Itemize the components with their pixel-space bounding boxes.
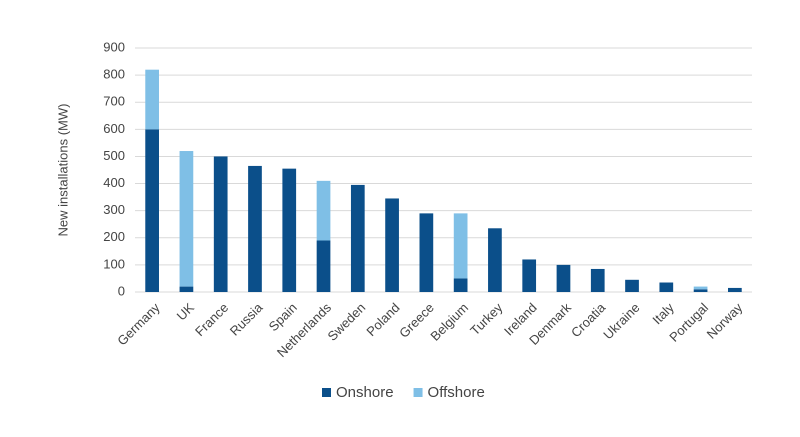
y-tick-label: 400 xyxy=(103,175,125,190)
bar-segment xyxy=(145,69,159,130)
bar-segment xyxy=(316,240,331,292)
bar-segment xyxy=(179,286,194,292)
bar-segment xyxy=(282,168,297,292)
legend-swatch xyxy=(413,388,423,397)
y-tick-label: 800 xyxy=(103,67,125,82)
bar-segment xyxy=(728,287,742,292)
bar-segment xyxy=(179,151,194,287)
legend-label: Onshore xyxy=(336,384,394,401)
bar-segment xyxy=(145,129,159,292)
bar-segment xyxy=(693,286,708,290)
bar-segment xyxy=(316,180,331,241)
x-tick-label: Poland xyxy=(363,300,402,339)
x-tick-label: Sweden xyxy=(325,300,369,344)
x-tick-label: Belgium xyxy=(427,300,471,344)
bar-segment xyxy=(248,165,262,292)
x-tick-label: Norway xyxy=(704,300,746,342)
x-tick-label: UK xyxy=(174,300,198,324)
bar-segment xyxy=(419,213,434,292)
legend-swatch xyxy=(322,388,331,397)
bar-segment xyxy=(625,279,639,292)
bar-segment xyxy=(453,213,468,279)
x-tick-label: Portugal xyxy=(666,300,711,345)
x-tick-label: Turkey xyxy=(467,300,506,339)
bar-segment xyxy=(385,198,399,292)
bar-segment xyxy=(522,259,537,292)
x-tick-label: Italy xyxy=(649,300,677,328)
bar-segment xyxy=(556,264,571,292)
x-tick-label: Germany xyxy=(114,300,163,349)
bar-segment xyxy=(453,278,468,292)
y-axis-label: New installations (MW) xyxy=(55,104,70,237)
y-tick-label: 0 xyxy=(118,283,125,298)
y-tick-label: 200 xyxy=(103,229,125,244)
bar-segment xyxy=(350,184,365,292)
y-tick-label: 600 xyxy=(103,121,125,136)
y-tick-label: 500 xyxy=(103,148,125,163)
y-tick-label: 700 xyxy=(103,94,125,109)
x-tick-label: France xyxy=(192,300,231,339)
bar-segment xyxy=(659,282,674,292)
bar-segment xyxy=(213,156,228,292)
x-tick-label: Ukraine xyxy=(600,300,642,342)
y-tick-label: 300 xyxy=(103,202,125,217)
bar-segment xyxy=(590,268,605,292)
bar-segment xyxy=(693,289,708,292)
y-tick-label: 900 xyxy=(103,39,125,54)
legend-label: Offshore xyxy=(428,384,485,401)
x-tick-label: Russia xyxy=(227,299,266,338)
y-tick-label: 100 xyxy=(103,256,125,271)
bar-segment xyxy=(488,228,502,292)
